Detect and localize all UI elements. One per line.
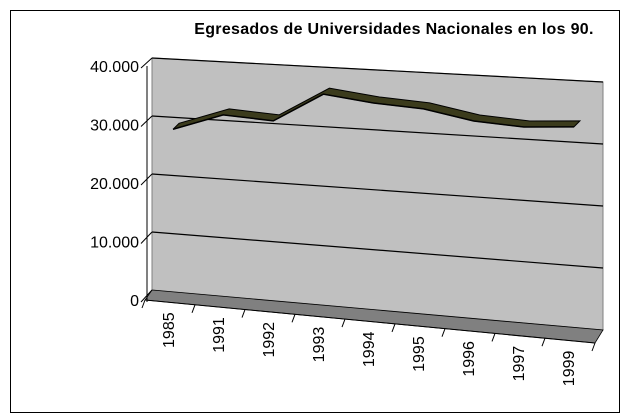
x-tick (391, 323, 396, 333)
x-tick-label: 1997 (511, 346, 528, 382)
y-tick (140, 115, 153, 127)
x-tick-label: 1985 (161, 312, 178, 348)
y-tick-label: 20.000 (90, 176, 139, 193)
x-tick (191, 304, 196, 313)
x-tick-label: 1992 (261, 322, 278, 358)
x-tick (291, 314, 296, 323)
x-tick-label: 1994 (361, 331, 378, 367)
x-tick-label: 1999 (561, 351, 578, 387)
x-tick (141, 299, 146, 309)
x-tick (591, 342, 596, 352)
y-tick-label: 0 (130, 293, 139, 310)
y-tick-label: 30.000 (90, 118, 139, 135)
x-tick-label: 1991 (211, 317, 228, 353)
y-tick (140, 289, 153, 303)
x-tick-label: 1995 (411, 336, 428, 372)
x-tick (341, 318, 346, 328)
y-tick (140, 57, 153, 69)
x-tick (241, 309, 246, 318)
x-tick (441, 328, 446, 337)
grid-line (151, 173, 604, 207)
chart-title: Egresados de Universidades Nacionales en… (194, 21, 594, 38)
grid-line (151, 231, 604, 269)
y-tick-label: 10.000 (90, 235, 139, 252)
y-tick (140, 231, 153, 244)
x-tick (491, 333, 496, 342)
x-axis (144, 299, 596, 344)
x-tick (541, 338, 546, 347)
line (172, 93, 574, 131)
grid-line (151, 115, 604, 145)
y-tick (140, 173, 153, 186)
x-tick-label: 1996 (461, 341, 478, 377)
grid-line (151, 57, 604, 83)
x-tick-label: 1993 (311, 327, 328, 363)
y-tick-label: 40.000 (90, 59, 139, 76)
